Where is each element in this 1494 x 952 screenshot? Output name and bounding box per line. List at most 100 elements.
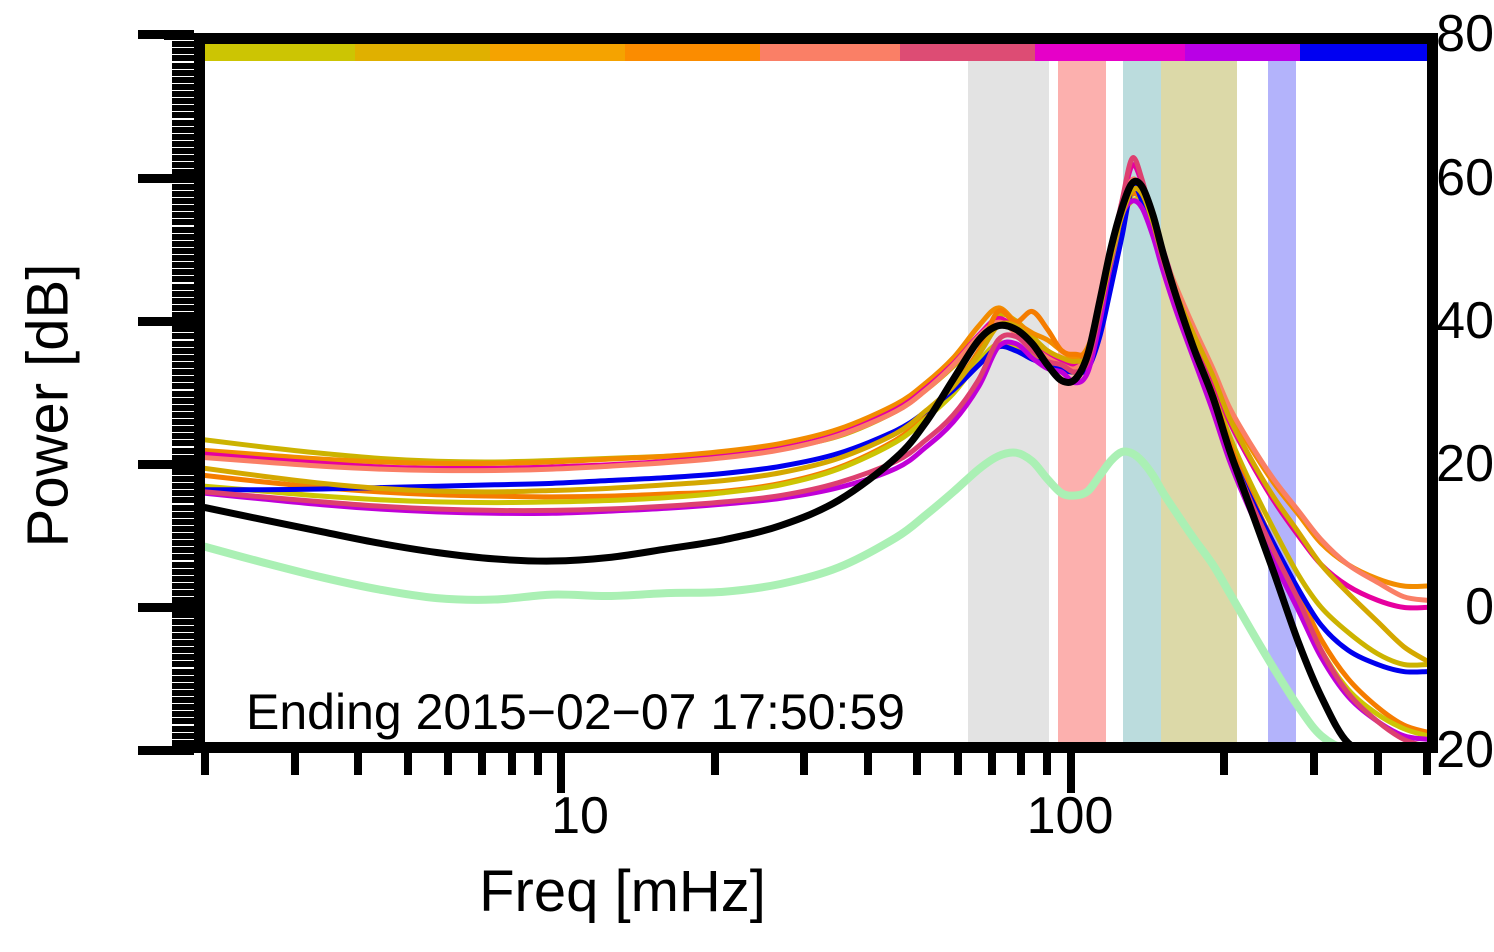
y-minor-tick — [172, 91, 194, 98]
y-minor-tick — [172, 419, 194, 426]
y-tick-label-60: 60 — [1436, 149, 1494, 207]
x-minor-tick — [800, 753, 809, 775]
y-minor-tick — [172, 212, 194, 219]
x-minor-tick — [354, 753, 363, 775]
y-minor-tick — [172, 169, 194, 176]
y-minor-tick — [172, 433, 194, 440]
y-minor-tick — [172, 654, 194, 661]
y-minor-tick — [172, 55, 194, 62]
trace-salmon — [202, 176, 1430, 603]
y-minor-tick — [172, 725, 194, 732]
y-minor-tick — [172, 547, 194, 554]
y-minor-tick — [172, 140, 194, 147]
y-minor-tick — [172, 226, 194, 233]
x-axis-label: Freq [mHz] — [479, 859, 766, 924]
x-minor-tick — [507, 753, 516, 775]
band-pink — [1058, 61, 1106, 742]
y-minor-tick — [172, 611, 194, 618]
y-minor-tick — [172, 383, 194, 390]
trace-black-mean — [201, 177, 1431, 753]
x-minor-tick — [533, 753, 542, 775]
y-minor-tick — [172, 269, 194, 276]
y-axis-label: Power [dB] — [15, 263, 81, 548]
y-minor-tick — [172, 411, 194, 418]
y-minor-tick — [172, 326, 194, 333]
y-minor-tick — [172, 618, 194, 625]
colorbar-segment-0 — [205, 44, 355, 61]
curve-group — [201, 155, 1431, 753]
y-minor-tick — [172, 376, 194, 383]
x-minor-tick — [557, 753, 566, 793]
x-minor-tick — [201, 753, 209, 775]
y-tick-label-20: 20 — [1436, 435, 1494, 493]
x-minor-tick — [1220, 753, 1229, 775]
y-minor-tick — [172, 518, 194, 525]
y-minor-tick — [172, 290, 194, 297]
y-minor-tick — [172, 739, 194, 746]
y-minor-tick — [172, 447, 194, 454]
frame-bottom-edge — [194, 742, 1438, 753]
plot-area: Ending 2015−02−07 17:50:59 — [194, 33, 1438, 753]
trace-darkyellow-b — [202, 185, 1430, 664]
x-minor-tick — [290, 753, 299, 775]
y-minor-tick — [172, 190, 194, 197]
y-minor-tick — [172, 561, 194, 568]
y-minor-tick — [172, 640, 194, 647]
y-minor-tick — [172, 476, 194, 483]
x-minor-tick — [1309, 753, 1318, 775]
y-minor-tick — [172, 369, 194, 376]
colorbar-segment-4 — [760, 44, 900, 61]
x-minor-tick — [1373, 753, 1382, 775]
y-minor-tick — [172, 704, 194, 711]
y-minor-tick — [172, 597, 194, 604]
y-minor-tick — [164, 747, 194, 753]
y-minor-tick — [172, 533, 194, 540]
colorbar-segment-3 — [625, 44, 760, 61]
x-minor-tick — [1066, 753, 1075, 793]
x-minor-tick — [953, 753, 962, 775]
y-minor-tick — [172, 233, 194, 240]
y-minor-tick — [172, 148, 194, 155]
y-minor-tick — [172, 490, 194, 497]
y-minor-tick — [172, 511, 194, 518]
y-minor-tick — [172, 76, 194, 83]
y-minor-tick — [172, 661, 194, 668]
y-minor-tick — [172, 162, 194, 169]
colorbar-segment-2 — [490, 44, 625, 61]
y-minor-tick — [172, 689, 194, 696]
y-minor-tick — [172, 468, 194, 475]
y-minor-tick — [172, 361, 194, 368]
y-minor-tick — [172, 397, 194, 404]
band-gray — [968, 61, 1049, 742]
y-minor-tick — [172, 69, 194, 76]
y-minor-tick — [172, 183, 194, 190]
frame-right-edge — [1427, 33, 1438, 753]
y-minor-tick — [172, 697, 194, 704]
y-minor-tick — [172, 333, 194, 340]
colorbar-segment-1 — [355, 44, 490, 61]
y-minor-tick — [172, 647, 194, 654]
x-minor-tick — [987, 753, 996, 775]
y-minor-tick — [172, 454, 194, 461]
y-minor-tick — [172, 276, 194, 283]
y-tick-label-80: 80 — [1436, 5, 1494, 63]
y-minor-tick — [172, 390, 194, 397]
x-minor-tick — [1017, 753, 1026, 775]
y-minor-tick — [172, 62, 194, 69]
y-tick-label-0: 0 — [1465, 578, 1494, 636]
y-minor-tick — [172, 632, 194, 639]
colorbar-segment-6 — [1035, 44, 1185, 61]
y-minor-tick — [172, 568, 194, 575]
x-tick-label-100: 100 — [1026, 787, 1114, 845]
y-minor-tick — [172, 262, 194, 269]
y-minor-tick — [172, 240, 194, 247]
y-minor-tick — [172, 83, 194, 90]
y-minor-tick — [172, 668, 194, 675]
colorbar-segment-5 — [900, 44, 1035, 61]
frame-left-edge — [194, 33, 205, 753]
trace-orange-a — [202, 186, 1430, 590]
y-minor-tick — [172, 133, 194, 140]
colorbar-segment-8 — [1300, 44, 1434, 61]
y-minor-tick — [164, 319, 194, 326]
